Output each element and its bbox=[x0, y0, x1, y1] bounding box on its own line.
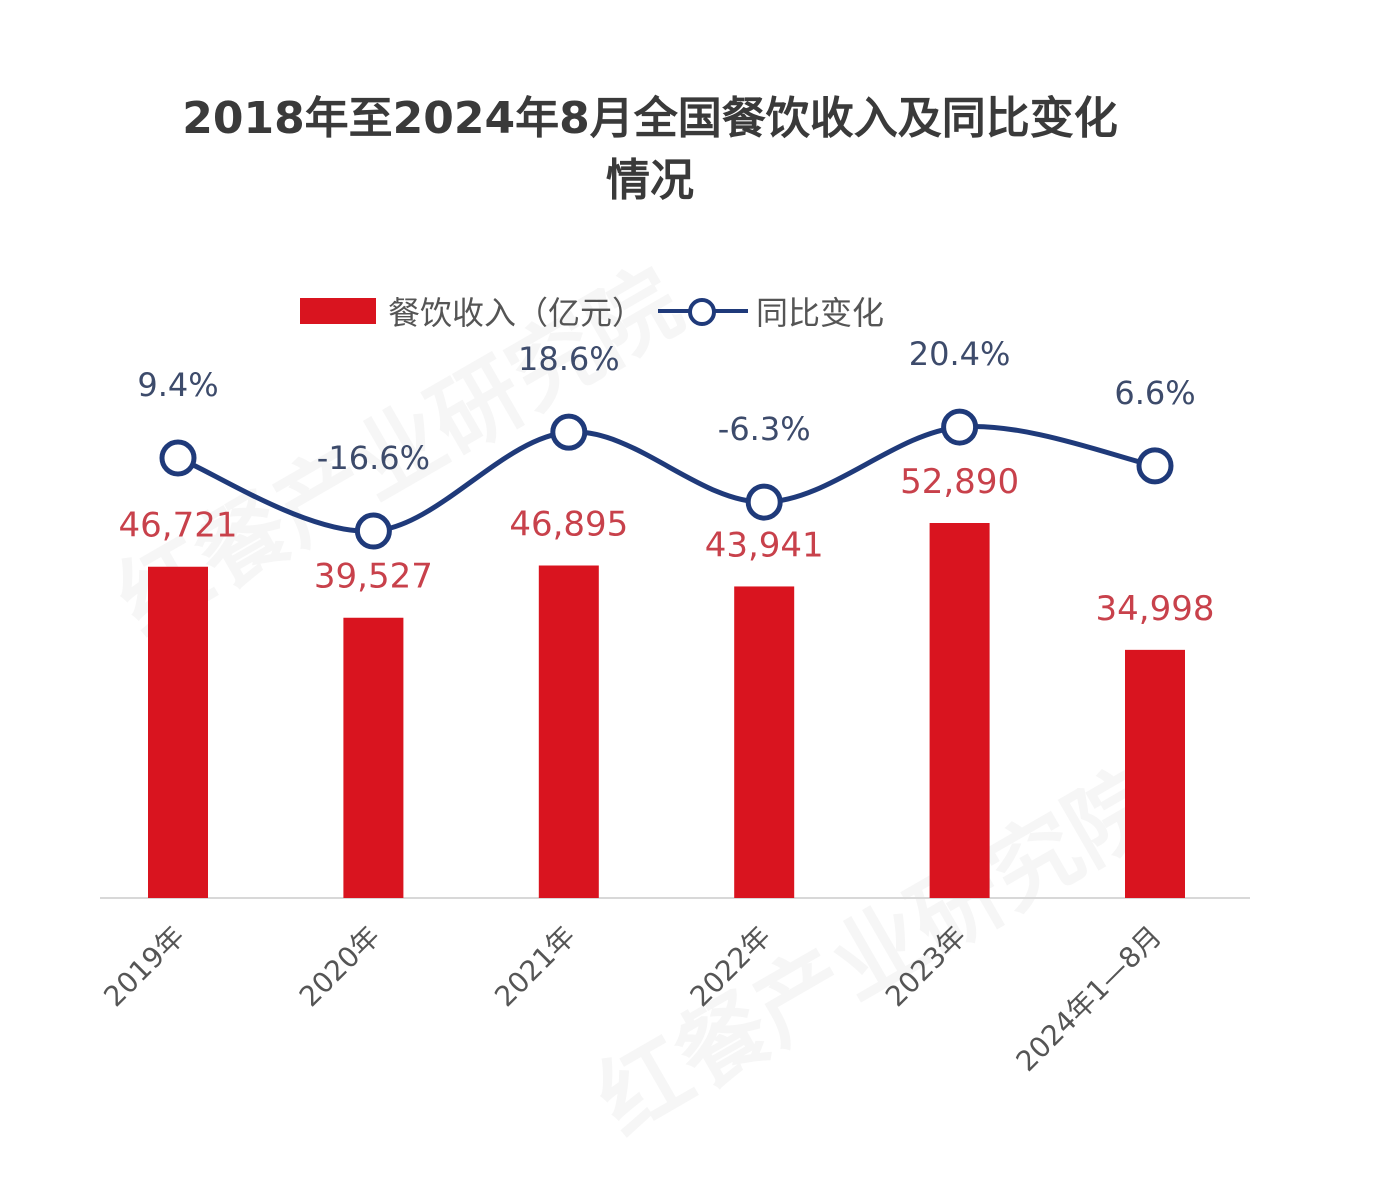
x-tick-label: 2024年1—8月 bbox=[1010, 920, 1168, 1078]
bar-value-label: 52,890 bbox=[900, 462, 1019, 502]
yoy-value-label: 18.6% bbox=[518, 340, 620, 378]
chart-title: 2018年至2024年8月全国餐饮收入及同比变化 情况 bbox=[60, 88, 1240, 212]
bar-value-label: 34,998 bbox=[1096, 589, 1215, 629]
bar bbox=[148, 566, 208, 898]
yoy-point bbox=[745, 483, 783, 521]
x-tick-label: 2023年 bbox=[879, 920, 973, 1014]
bar bbox=[1125, 649, 1185, 898]
legend-line-label: 同比变化 bbox=[756, 294, 885, 332]
x-tick-label: 2021年 bbox=[488, 920, 582, 1014]
yoy-point bbox=[1136, 447, 1174, 485]
bar bbox=[538, 565, 599, 898]
yoy-value-label: -16.6% bbox=[317, 439, 430, 477]
x-tick-label: 2020年 bbox=[293, 920, 387, 1014]
legend-bar-label: 餐饮收入（亿元） bbox=[388, 294, 645, 332]
yoy-value-label: 9.4% bbox=[137, 366, 218, 404]
bar-value-label: 46,895 bbox=[509, 505, 628, 545]
x-tick-label: 2022年 bbox=[684, 920, 778, 1014]
yoy-value-label: 6.6% bbox=[1114, 374, 1195, 412]
bar-value-label: 46,721 bbox=[119, 506, 238, 546]
bar bbox=[929, 523, 990, 898]
title-line-1: 2018年至2024年8月全国餐饮收入及同比变化 bbox=[182, 93, 1118, 144]
yoy-point bbox=[159, 439, 197, 477]
yoy-point bbox=[354, 512, 392, 550]
yoy-point bbox=[941, 408, 979, 446]
x-tick-label: 2019年 bbox=[97, 920, 191, 1014]
bar bbox=[734, 586, 795, 898]
bar-value-label: 39,527 bbox=[314, 557, 433, 597]
yoy-value-label: -6.3% bbox=[718, 410, 811, 448]
yoy-value-label: 20.4% bbox=[909, 335, 1011, 373]
yoy-point bbox=[550, 413, 588, 451]
yoy-line bbox=[177, 423, 1156, 534]
bar-value-label: 43,941 bbox=[705, 525, 824, 565]
bar bbox=[343, 617, 404, 898]
legend: 餐饮收入（亿元） 同比变化 bbox=[300, 288, 884, 334]
legend-line-swatch bbox=[658, 296, 749, 326]
title-line-2: 情况 bbox=[606, 155, 694, 206]
legend-bar-swatch bbox=[300, 298, 376, 324]
